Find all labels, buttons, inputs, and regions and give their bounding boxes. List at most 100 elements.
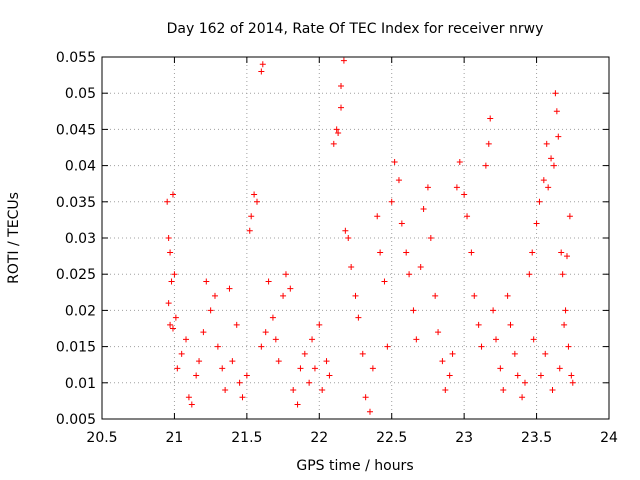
y-axis-label: ROTI / TECUs xyxy=(6,192,22,284)
data-point xyxy=(566,213,573,220)
data-point xyxy=(504,292,511,299)
data-point xyxy=(487,115,494,122)
data-point xyxy=(420,206,427,213)
data-point xyxy=(453,184,460,191)
data-point xyxy=(165,300,172,307)
x-tick-label: 23 xyxy=(455,430,473,446)
data-point xyxy=(164,198,171,205)
data-point xyxy=(253,198,260,205)
data-point xyxy=(348,263,355,270)
data-point xyxy=(211,292,218,299)
grid-lines xyxy=(102,57,609,419)
y-tick-label: 0.025 xyxy=(56,267,96,283)
data-point xyxy=(482,162,489,169)
y-tick-label: 0.01 xyxy=(65,376,96,392)
data-point xyxy=(555,133,562,140)
data-point xyxy=(529,249,536,256)
data-point xyxy=(272,336,279,343)
data-point xyxy=(169,191,176,198)
data-point xyxy=(439,358,446,365)
data-point xyxy=(446,372,453,379)
data-point xyxy=(330,140,337,147)
data-point xyxy=(410,307,417,314)
data-point xyxy=(203,278,210,285)
data-point xyxy=(359,350,366,357)
data-point xyxy=(530,336,537,343)
data-point xyxy=(319,387,326,394)
data-point xyxy=(548,155,555,162)
data-point xyxy=(424,184,431,191)
x-tick-labels: 20.5 21 21.5 22 22.5 23 23.5 24 xyxy=(86,430,618,446)
data-point xyxy=(243,372,250,379)
data-point xyxy=(248,213,255,220)
data-point xyxy=(533,220,540,227)
data-point xyxy=(558,249,565,256)
x-tick-label: 21 xyxy=(166,430,184,446)
x-tick-label: 20.5 xyxy=(86,430,117,446)
data-point xyxy=(196,358,203,365)
data-point xyxy=(540,177,547,184)
data-point xyxy=(259,61,266,68)
data-point xyxy=(200,329,207,336)
data-point xyxy=(185,394,192,401)
data-point xyxy=(316,321,323,328)
data-point xyxy=(207,307,214,314)
data-point xyxy=(507,321,514,328)
data-point xyxy=(406,271,413,278)
data-point xyxy=(287,285,294,292)
data-point xyxy=(246,227,253,234)
data-point xyxy=(306,379,313,386)
data-point xyxy=(561,321,568,328)
data-point xyxy=(417,263,424,270)
y-tick-label: 0.005 xyxy=(56,412,96,428)
data-point xyxy=(169,325,176,332)
data-point xyxy=(226,285,233,292)
data-point xyxy=(311,365,318,372)
data-point xyxy=(559,271,566,278)
data-point xyxy=(442,387,449,394)
data-point xyxy=(381,278,388,285)
data-point xyxy=(355,314,362,321)
x-tick-label: 23.5 xyxy=(521,430,552,446)
data-point xyxy=(269,314,276,321)
data-point xyxy=(550,162,557,169)
data-point xyxy=(519,394,526,401)
data-point xyxy=(374,213,381,220)
data-point xyxy=(478,343,485,350)
data-point xyxy=(562,307,569,314)
data-point xyxy=(493,336,500,343)
data-point xyxy=(340,57,347,64)
data-point xyxy=(391,158,398,165)
data-point xyxy=(461,191,468,198)
data-point xyxy=(511,350,518,357)
data-point xyxy=(553,108,560,115)
data-point xyxy=(333,126,340,133)
data-point xyxy=(193,372,200,379)
data-point xyxy=(167,249,174,256)
data-point xyxy=(362,394,369,401)
data-point xyxy=(229,358,236,365)
data-point xyxy=(338,82,345,89)
data-point xyxy=(526,271,533,278)
data-point xyxy=(251,191,258,198)
data-point xyxy=(233,321,240,328)
chart-title: Day 162 of 2014, Rate Of TEC Index for r… xyxy=(167,21,544,37)
data-point xyxy=(514,372,521,379)
data-point xyxy=(475,321,482,328)
data-point xyxy=(265,278,272,285)
data-point xyxy=(323,358,330,365)
data-point xyxy=(556,365,563,372)
y-tick-label: 0.05 xyxy=(65,86,96,102)
data-point xyxy=(490,307,497,314)
data-point xyxy=(172,314,179,321)
data-point xyxy=(563,253,570,260)
data-point xyxy=(188,401,195,408)
data-point xyxy=(275,358,282,365)
data-point xyxy=(280,292,287,299)
data-point xyxy=(236,379,243,386)
x-tick-label: 21.5 xyxy=(231,430,262,446)
data-point xyxy=(485,140,492,147)
data-point xyxy=(403,249,410,256)
data-point xyxy=(258,68,265,75)
